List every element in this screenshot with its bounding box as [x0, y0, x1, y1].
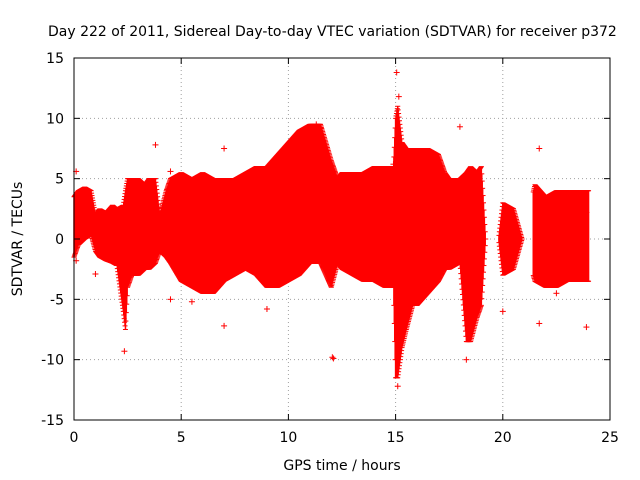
- data-point: [393, 69, 400, 76]
- data-point: [583, 324, 590, 331]
- data-point: [553, 290, 560, 297]
- data-point: [313, 121, 320, 128]
- y-tick-label: -5: [50, 292, 64, 308]
- data-point: [330, 355, 337, 362]
- x-tick-label: 15: [387, 430, 405, 446]
- plot-area: [71, 69, 592, 390]
- data-point: [121, 348, 128, 355]
- data-point: [583, 209, 590, 216]
- data-point: [188, 298, 195, 305]
- x-tick-label: 5: [177, 430, 186, 446]
- data-point: [499, 308, 506, 315]
- data-point: [167, 296, 174, 303]
- data-point: [463, 356, 470, 363]
- data-point: [152, 141, 159, 148]
- data-point: [456, 123, 463, 130]
- x-tick-label: 25: [601, 430, 619, 446]
- y-tick-label: 10: [46, 111, 64, 127]
- data-point: [536, 145, 543, 152]
- ticks: 0 5 10 15 20 25 -15 -10 -5 0 5 10 15: [41, 51, 619, 446]
- data-point: [221, 322, 228, 329]
- data-point: [317, 124, 324, 131]
- data-point: [263, 305, 270, 312]
- data-point: [92, 270, 99, 277]
- chart-title: Day 222 of 2011, Sidereal Day-to-day VTE…: [48, 24, 617, 40]
- data-point: [124, 196, 131, 203]
- x-tick-label: 10: [279, 430, 297, 446]
- y-tick-label: 0: [55, 232, 64, 248]
- data-point: [221, 145, 228, 152]
- data-point: [394, 383, 401, 390]
- x-tick-label: 20: [494, 430, 512, 446]
- y-tick-label: 5: [55, 172, 64, 188]
- data-point: [395, 93, 402, 100]
- data-point: [390, 161, 397, 168]
- y-tick-label: -10: [41, 353, 64, 369]
- y-axis-label: SDTVAR / TECUs: [10, 182, 26, 297]
- y-tick-label: 15: [46, 51, 64, 67]
- x-axis-label: GPS time / hours: [283, 458, 400, 474]
- data-point: [167, 168, 174, 175]
- y-tick-label: -15: [41, 413, 64, 429]
- data-point: [329, 354, 336, 361]
- x-tick-label: 0: [70, 430, 79, 446]
- data-point: [536, 320, 543, 327]
